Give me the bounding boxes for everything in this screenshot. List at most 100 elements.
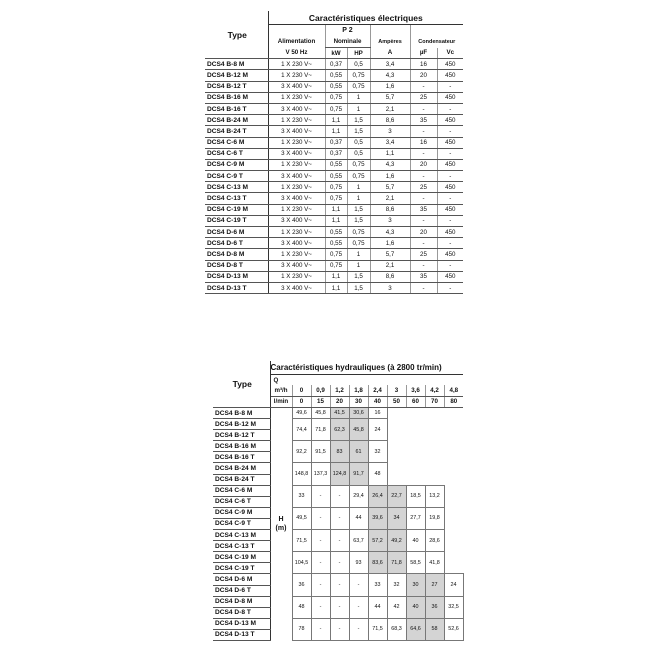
kw-cell: 0,75 <box>324 192 347 205</box>
table-row: DCS4 D-8 T <box>213 607 463 619</box>
uf-cell: 35 <box>409 271 437 283</box>
m3h-value: 2,4 <box>367 385 387 397</box>
head-value-cell: 41,8 <box>424 551 445 575</box>
lmin-value: 30 <box>348 396 368 408</box>
alimentation-cell: 1 X 230 V~ <box>267 271 325 283</box>
head-value-cell: 44 <box>367 595 388 619</box>
kw-cell: 1,1 <box>324 125 347 138</box>
vc-cell: - <box>436 215 464 228</box>
hp-cell: 0,75 <box>346 170 370 183</box>
head-value-cell: 34 <box>386 506 407 531</box>
head-value-cell <box>425 463 444 485</box>
vc-cell: - <box>436 103 464 116</box>
lmin-value: 50 <box>386 396 406 408</box>
head-value-cell: 24 <box>443 573 464 597</box>
amperes-cell: 4,3 <box>369 226 410 239</box>
type-cell: DCS4 B-8 M <box>205 58 269 71</box>
hp-cell: 0,75 <box>346 81 370 93</box>
type-cell: DCS4 C-6 M <box>205 137 269 149</box>
head-value-cell: 48 <box>291 595 312 619</box>
alimentation-cell: 1 X 230 V~ <box>267 137 325 149</box>
type-cell: DCS4 D-8 M <box>213 596 271 608</box>
alimentation-cell: 1 X 230 V~ <box>267 114 325 127</box>
head-value-cell <box>387 463 406 485</box>
uf-cell: - <box>409 215 437 228</box>
head-value-cell: - <box>329 595 350 619</box>
kw-cell: 1,1 <box>324 114 347 127</box>
type-cell: DCS4 B-16 M <box>213 440 271 453</box>
vc-cell: 450 <box>436 271 464 283</box>
type-cell: DCS4 C-13 M <box>213 529 271 542</box>
head-value-cell: 57,2 <box>367 529 388 553</box>
head-value-cell <box>425 408 444 419</box>
head-value-cell: - <box>310 617 331 641</box>
type-cell: DCS4 D-6 T <box>213 585 271 597</box>
head-value-cell: - <box>329 551 350 575</box>
table-row: DCS4 D-13 M 78- - -71,5 68,3 64,6 58 52,6 <box>213 617 464 641</box>
amperes-cell: 1,6 <box>369 237 410 250</box>
hp-header: HP <box>346 47 370 60</box>
kw-cell: 0,55 <box>324 237 347 250</box>
alimentation-header: Alimentation <box>267 35 325 48</box>
head-value-cell: 62,3 <box>329 418 350 442</box>
uf-cell: 25 <box>409 248 437 261</box>
hp-cell: 0,75 <box>346 69 370 82</box>
type-cell: DCS4 B-16 T <box>205 103 269 116</box>
type-cell: DCS4 B-12 M <box>205 69 269 82</box>
kw-cell: 1,1 <box>324 204 347 216</box>
kw-cell: 0,55 <box>324 226 347 239</box>
table-row: DCS4 D-8 M 48- - -44 42 40 36 32,5 <box>213 595 464 619</box>
hp-cell: 1,5 <box>346 114 370 127</box>
alimentation-cell: 3 X 400 V~ <box>267 192 325 205</box>
head-value-cell: 74,4 <box>291 418 312 442</box>
head-value-cell: 16 <box>367 406 388 420</box>
head-value-cell: 137,3 <box>310 462 331 486</box>
alimentation-cell: 3 X 400 V~ <box>267 215 325 228</box>
vc-cell: 450 <box>436 92 464 104</box>
uf-cell: - <box>409 103 437 116</box>
type-cell: DCS4 B-24 T <box>205 125 269 138</box>
type-cell: DCS4 C-9 T <box>213 518 271 531</box>
uf-cell: - <box>409 148 437 160</box>
type-cell: DCS4 B-24 T <box>213 474 271 486</box>
head-value-cell: 49,5 <box>291 506 312 531</box>
lmin-value: 15 <box>310 396 330 408</box>
head-value-cell: 124,8 <box>329 462 350 486</box>
uf-cell: 35 <box>409 114 437 127</box>
head-value-cell: 40 <box>405 595 426 619</box>
uf-cell: - <box>409 170 437 183</box>
type-cell: DCS4 C-13 M <box>205 181 269 194</box>
head-value-cell: 58 <box>424 617 445 641</box>
alimentation-cell: 1 X 230 V~ <box>267 181 325 194</box>
head-value-cell: 39,6 <box>367 506 388 531</box>
type-cell: DCS4 B-16 T <box>213 451 271 464</box>
kw-cell: 1,1 <box>324 271 347 283</box>
m3h-value: 0,9 <box>310 385 330 397</box>
lmin-value: 40 <box>367 396 387 408</box>
amperes-cell: 1,1 <box>369 148 410 160</box>
hp-cell: 1 <box>346 260 370 272</box>
amperes-cell: 3 <box>369 125 410 138</box>
uf-cell: - <box>409 237 437 250</box>
head-value-cell: 32 <box>386 573 407 597</box>
hp-cell: 1,5 <box>346 215 370 228</box>
table-row: DCS4 C-13 T <box>213 540 463 553</box>
table-row: DCS4 D-13 T <box>213 629 463 641</box>
kw-cell: 0,75 <box>324 92 347 104</box>
kw-cell: 0,55 <box>324 81 347 93</box>
head-value-cell: 19,8 <box>424 506 445 531</box>
head-value-cell: 58,5 <box>405 551 426 575</box>
amperes-cell: 2,1 <box>369 103 410 116</box>
kw-cell: 0,55 <box>324 159 347 172</box>
head-value-cell: 104,5 <box>291 551 312 575</box>
head-value-cell: - <box>329 617 350 641</box>
